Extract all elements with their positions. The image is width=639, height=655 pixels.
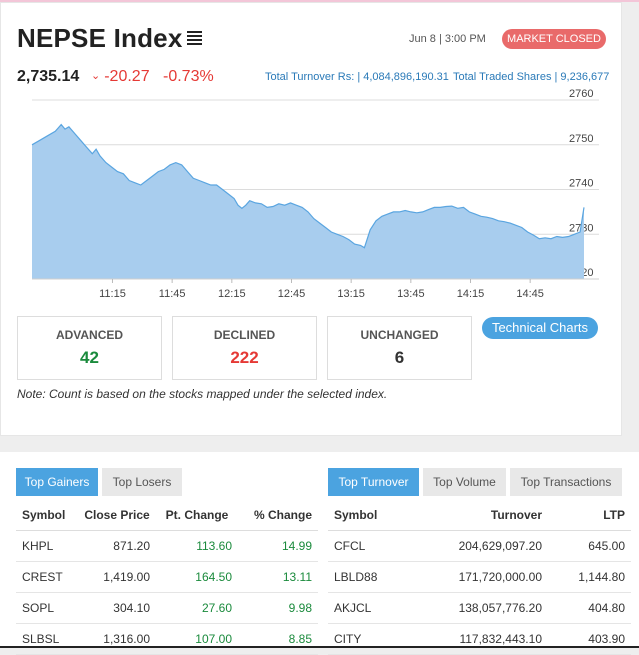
- col-ltp: LTP: [548, 500, 631, 531]
- table-row[interactable]: LBLD88 171,720,000.00 1,144.80: [328, 561, 631, 593]
- market-date: Jun 8 | 3:00 PM: [409, 33, 486, 45]
- pct-change-cell: 8.85: [238, 623, 318, 655]
- bottom-edge-line: [0, 646, 639, 648]
- symbol-cell[interactable]: CITY: [328, 623, 408, 655]
- pt-change-cell: 107.00: [156, 623, 238, 655]
- table-row[interactable]: CITY 117,832,443.10 403.90: [328, 623, 631, 655]
- index-area-chart: 2760275027402730272011:1511:4512:1512:45…: [31, 89, 599, 300]
- pt-change-cell: 164.50: [156, 561, 238, 593]
- y-tick-label: 2740: [569, 178, 593, 190]
- x-tick-label: 14:45: [516, 288, 544, 300]
- pt-change-cell: 113.60: [156, 530, 238, 562]
- turnover-cell: 171,720,000.00: [408, 561, 548, 593]
- advanced-label: ADVANCED: [55, 328, 124, 342]
- y-tick-label: 2760: [569, 89, 593, 100]
- tab-top-volume[interactable]: Top Volume: [423, 468, 506, 496]
- advanced-box: ADVANCED 42: [17, 316, 162, 380]
- turnover-cell: 117,832,443.10: [408, 623, 548, 655]
- index-area-fill: [32, 124, 584, 279]
- y-tick-label: 2750: [569, 133, 593, 145]
- x-tick-label: 11:15: [99, 288, 126, 300]
- technical-charts-button[interactable]: Technical Charts: [482, 317, 598, 339]
- total-traded-shares: Total Traded Shares | 9,236,677: [453, 71, 610, 83]
- pct-change-cell: 13.11: [238, 561, 318, 593]
- symbol-cell[interactable]: CFCL: [328, 530, 408, 562]
- col-pt-change: Pt. Change: [156, 500, 238, 531]
- close-price-cell: 1,419.00: [78, 561, 156, 593]
- x-tick-label: 13:15: [337, 288, 365, 300]
- x-tick-label: 13:45: [397, 288, 425, 300]
- unchanged-count: 6: [394, 348, 405, 367]
- top-lists-section: Top Gainers Top Losers Symbol Close Pric…: [0, 452, 639, 655]
- close-price-cell: 304.10: [78, 592, 156, 624]
- declined-box: DECLINED 222: [172, 316, 317, 380]
- x-tick-label: 11:45: [159, 288, 186, 300]
- index-change: ⌄ -20.27: [91, 68, 150, 86]
- col-pct-change: % Change: [238, 500, 318, 531]
- pct-change-cell: 9.98: [238, 592, 318, 624]
- table-row[interactable]: CFCL 204,629,097.20 645.00: [328, 530, 631, 562]
- page-title: NEPSE Index: [17, 23, 183, 53]
- symbol-cell[interactable]: AKJCL: [328, 592, 408, 624]
- col-close-price: Close Price: [78, 500, 156, 531]
- symbol-cell[interactable]: SOPL: [16, 592, 78, 624]
- pt-change-cell: 27.60: [156, 592, 238, 624]
- tab-top-gainers[interactable]: Top Gainers: [16, 468, 98, 496]
- close-price-cell: 871.20: [78, 530, 156, 562]
- table-row[interactable]: SOPL 304.10 27.60 9.98: [16, 592, 318, 624]
- top-turnover-table: Symbol Turnover LTP CFCL 204,629,097.20 …: [328, 500, 631, 655]
- top-gainers-table: Symbol Close Price Pt. Change % Change K…: [16, 500, 318, 655]
- x-tick-label: 12:45: [278, 288, 306, 300]
- close-price-cell: 1,316.00: [78, 623, 156, 655]
- index-change-value: -20.27: [104, 68, 150, 85]
- tab-top-losers[interactable]: Top Losers: [102, 468, 182, 496]
- x-tick-label: 14:15: [457, 288, 485, 300]
- top-accent-line: [0, 0, 639, 2]
- tab-top-turnover[interactable]: Top Turnover: [328, 468, 419, 496]
- unchanged-box: UNCHANGED 6: [327, 316, 472, 380]
- table-row[interactable]: AKJCL 138,057,776.20 404.80: [328, 592, 631, 624]
- table-row[interactable]: KHPL 871.20 113.60 14.99: [16, 530, 318, 562]
- ltp-cell: 1,144.80: [548, 561, 631, 593]
- symbol-cell[interactable]: LBLD88: [328, 561, 408, 593]
- ltp-cell: 403.90: [548, 623, 631, 655]
- declined-label: DECLINED: [213, 328, 276, 342]
- symbol-cell[interactable]: KHPL: [16, 530, 78, 562]
- symbol-cell[interactable]: SLBSL: [16, 623, 78, 655]
- x-tick-label: 12:15: [218, 288, 246, 300]
- index-series-line: [31, 123, 585, 249]
- col-symbol: Symbol: [328, 500, 408, 531]
- table-row[interactable]: SLBSL 1,316.00 107.00 8.85: [16, 623, 318, 655]
- index-note: Note: Count is based on the stocks mappe…: [17, 387, 388, 401]
- table-header-row: Symbol Close Price Pt. Change % Change: [16, 500, 318, 531]
- table-row[interactable]: CREST 1,419.00 164.50 13.11: [16, 561, 318, 593]
- col-turnover: Turnover: [408, 500, 548, 531]
- advanced-count: 42: [80, 348, 99, 367]
- ltp-cell: 645.00: [548, 530, 631, 562]
- unchanged-label: UNCHANGED: [360, 328, 439, 342]
- total-turnover: Total Turnover Rs: | 4,084,896,190.31: [265, 71, 449, 83]
- market-status-badge: MARKET CLOSED: [502, 29, 606, 49]
- index-value: 2,735.14: [17, 68, 80, 85]
- index-card: NEPSE Index Jun 8 | 3:00 PM MARKET CLOSE…: [0, 2, 622, 436]
- turnover-cell: 138,057,776.20: [408, 592, 548, 624]
- tab-top-transactions[interactable]: Top Transactions: [510, 468, 622, 496]
- table-header-row: Symbol Turnover LTP: [328, 500, 631, 531]
- ltp-cell: 404.80: [548, 592, 631, 624]
- index-percent: -0.73%: [163, 68, 214, 85]
- col-symbol: Symbol: [16, 500, 78, 531]
- pct-change-cell: 14.99: [238, 530, 318, 562]
- turnover-cell: 204,629,097.20: [408, 530, 548, 562]
- declined-count: 222: [230, 348, 259, 367]
- menu-icon[interactable]: [187, 31, 202, 45]
- symbol-cell[interactable]: CREST: [16, 561, 78, 593]
- down-arrow-icon: ⌄: [91, 70, 101, 82]
